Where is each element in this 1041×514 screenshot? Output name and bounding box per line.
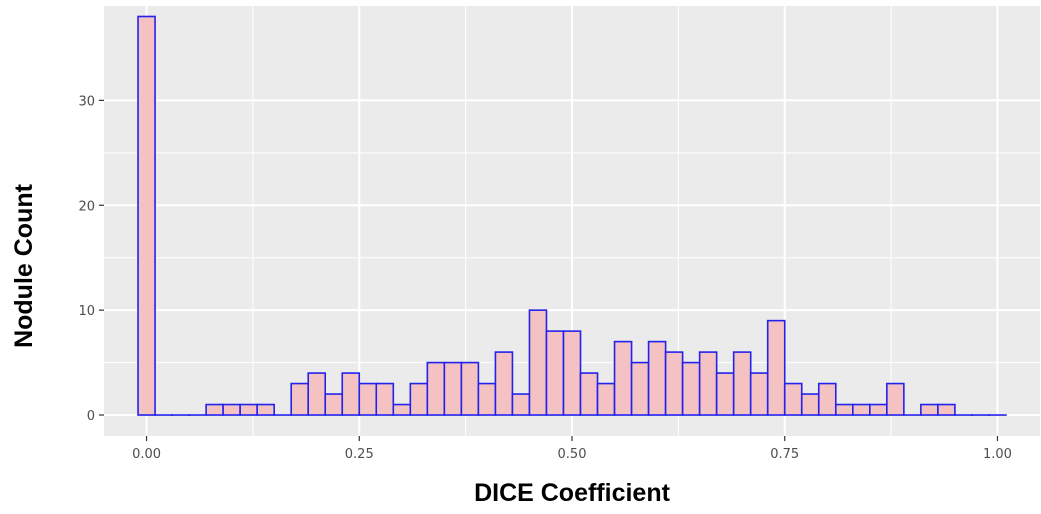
x-tick-label: 0.25 <box>345 447 374 462</box>
histogram-bar <box>392 403 412 416</box>
histogram-bar <box>647 340 667 416</box>
histogram-bar <box>920 403 939 416</box>
histogram-bar <box>834 403 854 416</box>
x-tick-label: 0.75 <box>770 447 799 462</box>
histogram-bar <box>732 351 752 416</box>
y-tick-label: 30 <box>78 94 95 109</box>
histogram-bar <box>800 393 820 416</box>
histogram-bar <box>698 351 718 416</box>
histogram-bar <box>426 361 446 416</box>
y-tick-label: 0 <box>87 409 95 424</box>
histogram-bar <box>307 372 327 416</box>
histogram-bar <box>783 382 803 416</box>
histogram-bar <box>869 403 888 416</box>
histogram-bar <box>290 382 310 416</box>
x-tick-label: 1.00 <box>983 447 1012 462</box>
x-axis: 0.00 0.25 0.50 0.75 1.00 <box>132 436 1012 462</box>
histogram-bar <box>681 361 701 416</box>
histogram-bar <box>477 382 497 416</box>
histogram-bar <box>851 403 871 416</box>
histogram-bar <box>664 351 684 416</box>
y-axis: 0 10 20 30 <box>78 94 104 424</box>
histogram-bar <box>528 309 548 416</box>
histogram-bar <box>494 351 514 416</box>
histogram-bar <box>613 340 633 416</box>
histogram-bar <box>375 382 395 416</box>
y-tick-label: 20 <box>78 199 95 214</box>
histogram-bar <box>937 403 956 416</box>
histogram-bar <box>460 361 480 416</box>
histogram-bar <box>205 403 224 416</box>
x-axis-title: DICE Coefficient <box>474 479 671 507</box>
histogram-bar <box>222 403 241 416</box>
histogram-bar <box>562 330 582 416</box>
x-tick-label: 0.00 <box>132 447 161 462</box>
histogram-bar <box>137 15 156 416</box>
histogram-bars <box>137 15 1007 416</box>
histogram-bar <box>443 361 463 416</box>
histogram-bar <box>358 382 378 416</box>
y-axis-title: Nodule Count <box>10 183 38 348</box>
histogram-bar <box>341 372 361 416</box>
histogram-bar <box>256 403 275 416</box>
histogram-bar <box>545 330 565 416</box>
histogram-bar <box>324 393 344 416</box>
histogram-bar <box>749 372 769 416</box>
y-tick-label: 10 <box>78 304 95 319</box>
histogram-bar <box>579 372 599 416</box>
histogram-bar <box>596 382 616 416</box>
x-tick-label: 0.50 <box>558 447 587 462</box>
histogram-bar <box>409 382 429 416</box>
histogram-bar <box>817 382 837 416</box>
histogram-bar <box>630 361 650 416</box>
histogram-bar <box>239 403 258 416</box>
histogram-bar <box>886 382 905 416</box>
histogram-bar <box>715 372 735 416</box>
histogram-bar <box>511 393 531 416</box>
histogram-bar <box>766 319 786 416</box>
